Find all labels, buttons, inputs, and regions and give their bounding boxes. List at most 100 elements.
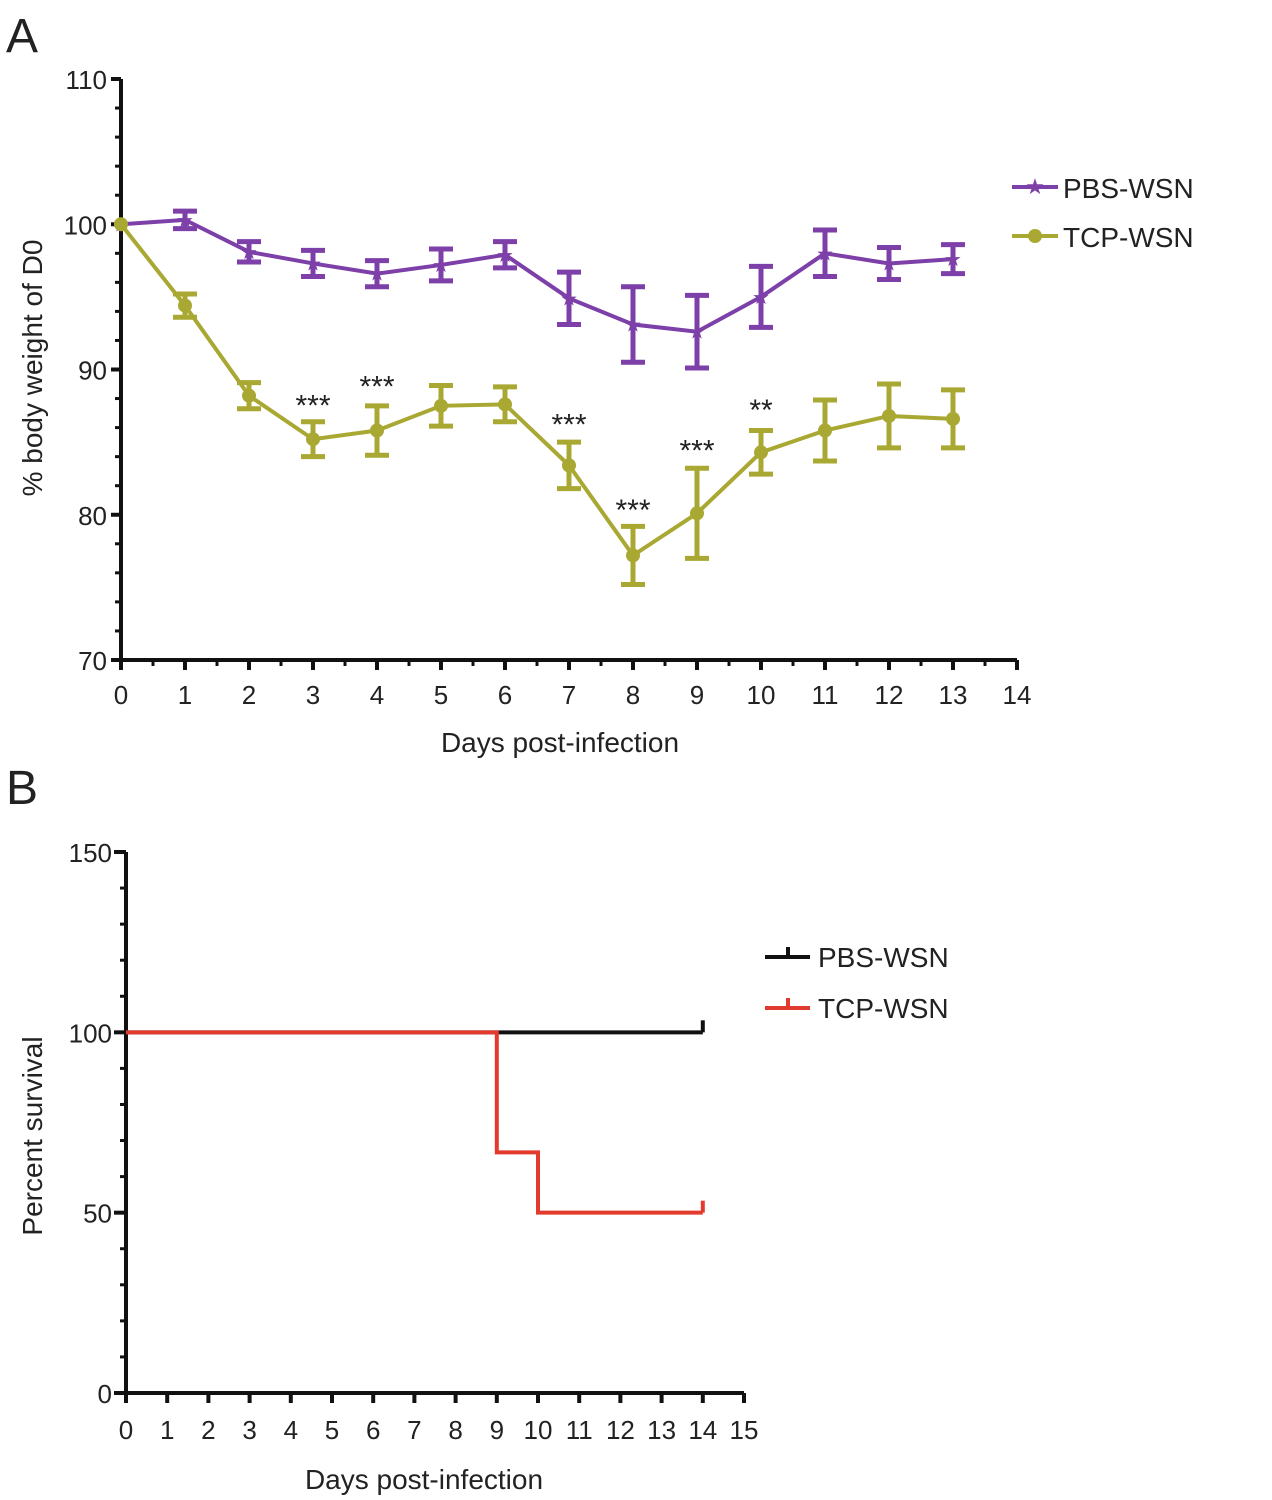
data-point-tcp-wsn bbox=[882, 408, 896, 423]
panel-label-b: B bbox=[6, 762, 38, 815]
panel-b-x-tick-label: 6 bbox=[366, 1415, 380, 1445]
data-point-tcp-wsn bbox=[178, 298, 192, 313]
data-point-tcp-wsn bbox=[946, 411, 960, 426]
panel-a-y-tick-label: 100 bbox=[64, 210, 107, 240]
data-point-pbs-wsn: ★ bbox=[496, 245, 514, 267]
data-point-pbs-wsn: ★ bbox=[432, 255, 450, 277]
significance-annotation: *** bbox=[679, 434, 714, 467]
data-point-pbs-wsn: ★ bbox=[176, 210, 194, 232]
legend-item-tcp-wsn-survival: TCP-WSN bbox=[765, 993, 949, 1024]
data-point-tcp-wsn bbox=[818, 423, 832, 438]
data-point-pbs-wsn: ★ bbox=[688, 322, 706, 344]
legend-label-pbs-wsn-survival: PBS-WSN bbox=[818, 942, 949, 973]
panel-b-x-tick-label: 1 bbox=[160, 1415, 174, 1445]
panel-b-x-tick-label: 12 bbox=[606, 1415, 635, 1445]
panel-b-y-tick-label: 100 bbox=[69, 1018, 112, 1048]
panel-a-y-tick-label: 110 bbox=[66, 65, 107, 95]
significance-annotation: *** bbox=[615, 494, 650, 527]
legend-label-pbs-wsn: PBS-WSN bbox=[1063, 173, 1194, 204]
data-point-pbs-wsn: ★ bbox=[560, 288, 578, 310]
panel-a-x-tick-label: 2 bbox=[242, 680, 256, 710]
panel-a-x-tick-label: 13 bbox=[939, 680, 968, 710]
legend-marker-circle-icon bbox=[1028, 229, 1042, 243]
data-point-tcp-wsn bbox=[370, 423, 384, 438]
data-point-tcp-wsn bbox=[114, 217, 128, 232]
data-point-tcp-wsn bbox=[306, 432, 320, 447]
panel-a-x-tick-label: 1 bbox=[178, 680, 192, 710]
legend-item-pbs-wsn: ★ PBS-WSN bbox=[1012, 173, 1194, 204]
panel-b-x-tick-label: 14 bbox=[688, 1415, 717, 1445]
significance-annotation: ** bbox=[749, 394, 773, 427]
panel-a-series: ★★★★★★★★★★★★★★ bbox=[112, 208, 965, 587]
panel-a-x-tick-label: 10 bbox=[747, 680, 776, 710]
survival-line-tcp-wsn bbox=[126, 1030, 703, 1215]
panel-a-legend: ★ PBS-WSN TCP-WSN bbox=[1012, 173, 1194, 253]
data-point-pbs-wsn: ★ bbox=[368, 264, 386, 286]
data-point-tcp-wsn bbox=[626, 548, 640, 563]
significance-annotation: *** bbox=[359, 371, 394, 404]
panel-a-x-axis-label: Days post-infection bbox=[441, 727, 679, 758]
data-point-pbs-wsn: ★ bbox=[304, 253, 322, 275]
data-point-pbs-wsn: ★ bbox=[816, 243, 834, 265]
panel-a-x-tick-label: 7 bbox=[562, 680, 576, 710]
panel-b-x-tick-label: 5 bbox=[325, 1415, 339, 1445]
data-point-pbs-wsn: ★ bbox=[880, 253, 898, 275]
panel-a-x-tick-label: 8 bbox=[626, 680, 640, 710]
series-line-pbs-wsn bbox=[120, 217, 954, 334]
significance-annotation: *** bbox=[295, 389, 330, 422]
legend-item-tcp-wsn: TCP-WSN bbox=[1012, 222, 1194, 253]
data-point-pbs-wsn: ★ bbox=[624, 314, 642, 336]
panel-b-x-tick-label: 7 bbox=[407, 1415, 421, 1445]
legend-marker-star-icon: ★ bbox=[1025, 174, 1045, 199]
panel-b-legend: PBS-WSN TCP-WSN bbox=[765, 942, 949, 1024]
data-point-pbs-wsn: ★ bbox=[240, 242, 258, 264]
panel-b-x-tick-label: 15 bbox=[730, 1415, 759, 1445]
legend-label-tcp-wsn: TCP-WSN bbox=[1063, 222, 1194, 253]
panel-b-series bbox=[126, 1020, 705, 1215]
panel-a-x-tick-label: 0 bbox=[114, 680, 128, 710]
data-point-pbs-wsn: ★ bbox=[752, 287, 770, 309]
panel-b-x-tick-label: 13 bbox=[647, 1415, 676, 1445]
data-point-tcp-wsn bbox=[434, 398, 448, 413]
series-tcp-wsn bbox=[114, 217, 965, 587]
legend-label-tcp-wsn-survival: TCP-WSN bbox=[818, 993, 949, 1024]
panel-b-y-tick-label: 50 bbox=[83, 1199, 112, 1229]
data-point-tcp-wsn bbox=[242, 388, 256, 403]
panel-b-x-tick-label: 11 bbox=[566, 1415, 593, 1445]
panel-a-x-tick-label: 4 bbox=[370, 680, 384, 710]
significance-annotation: *** bbox=[551, 408, 586, 441]
panel-a-x-tick-label: 3 bbox=[306, 680, 320, 710]
legend-item-pbs-wsn-survival: PBS-WSN bbox=[765, 942, 949, 973]
panel-b-x-tick-label: 4 bbox=[284, 1415, 298, 1445]
panel-a-y-tick-label: 90 bbox=[78, 356, 107, 386]
panel-label-a: A bbox=[6, 10, 38, 63]
series-pbs-wsn: ★★★★★★★★★★★★★★ bbox=[112, 208, 965, 371]
data-point-tcp-wsn bbox=[690, 506, 704, 521]
data-point-tcp-wsn bbox=[498, 397, 512, 412]
panel-b-y-tick-label: 0 bbox=[98, 1379, 112, 1409]
panel-b-y-axis-label: Percent survival bbox=[17, 1036, 48, 1235]
panel-a-annotations: ***************** bbox=[295, 371, 773, 527]
data-point-tcp-wsn bbox=[562, 458, 576, 473]
panel-b-x-tick-label: 0 bbox=[119, 1415, 133, 1445]
panel-b-x-tick-label: 9 bbox=[490, 1415, 504, 1445]
panel-b-y-tick-label: 150 bbox=[69, 838, 112, 868]
data-point-pbs-wsn: ★ bbox=[944, 249, 962, 271]
panel-b-x-tick-label: 3 bbox=[242, 1415, 256, 1445]
panel-a-x-tick-label: 12 bbox=[875, 680, 904, 710]
panel-a-y-tick-label: 80 bbox=[78, 501, 107, 531]
panel-a-x-tick-label: 9 bbox=[690, 680, 704, 710]
survival-series-tcp-wsn bbox=[126, 1030, 705, 1215]
panel-a-y-tick-label: 70 bbox=[78, 646, 107, 676]
panel-b-x-tick-label: 10 bbox=[524, 1415, 553, 1445]
panel-a-x-tick-label: 6 bbox=[498, 680, 512, 710]
panel-b-x-axis-label: Days post-infection bbox=[305, 1464, 543, 1495]
panel-b-x-tick-label: 2 bbox=[201, 1415, 215, 1445]
panel-a-x-tick-label: 11 bbox=[812, 680, 839, 710]
panel-a-y-axis-label: % body weight of D0 bbox=[17, 240, 48, 497]
